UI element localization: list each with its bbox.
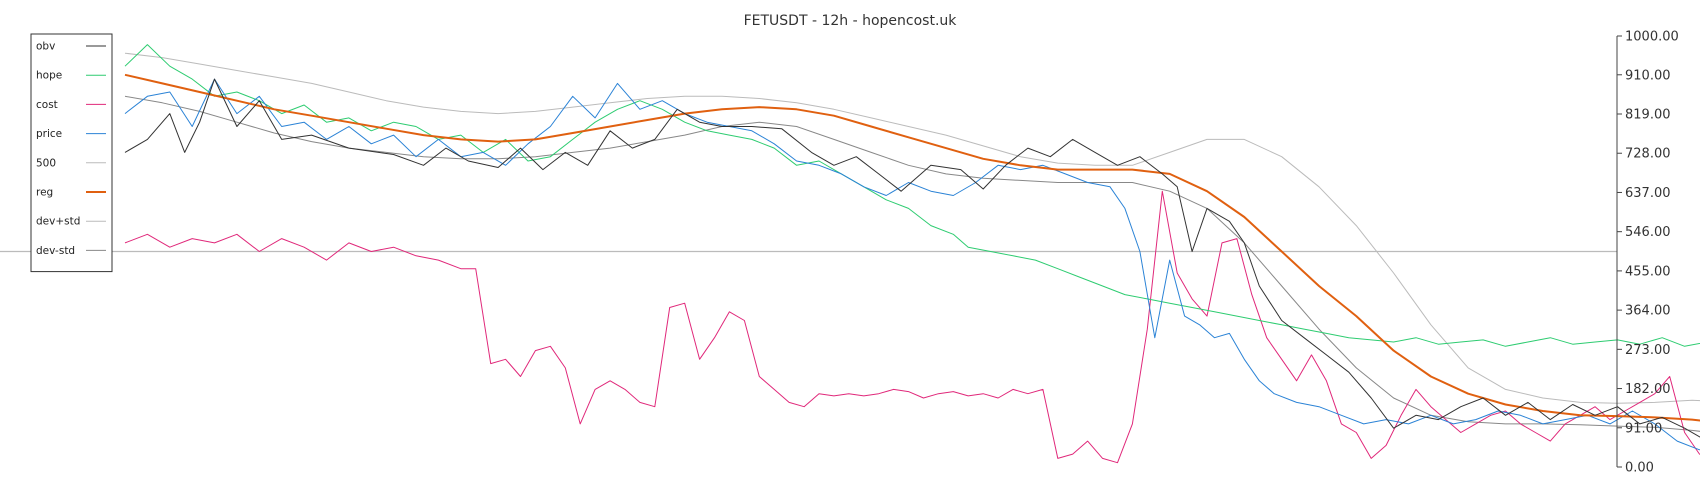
legend-label: dev-std <box>36 245 75 257</box>
y-tick-label: 455.00 <box>1625 264 1671 279</box>
legend-label: cost <box>36 99 58 111</box>
y-tick-label: 91.00 <box>1625 421 1662 436</box>
chart-title: FETUSDT - 12h - hopencost.uk <box>744 13 958 29</box>
legend-label: price <box>36 128 62 140</box>
series-line-reg <box>124 73 1700 422</box>
y-tick-label: 364.00 <box>1625 304 1671 319</box>
y-tick-label: 182.00 <box>1625 382 1671 397</box>
y-tick-label: 546.00 <box>1625 225 1671 240</box>
y-tick-label: 273.00 <box>1625 343 1671 358</box>
series-line-hope <box>124 44 1700 347</box>
series-layer <box>0 44 1700 464</box>
series-line-dev-std <box>124 95 1700 432</box>
legend-box <box>30 33 113 273</box>
y-tick-label: 910.00 <box>1625 68 1671 83</box>
series-line-dev-std <box>124 52 1700 404</box>
y-axis: 1000.00 910.00 819.00 728.00 637.00 546.00 455… <box>1616 30 1679 476</box>
legend-label: reg <box>36 187 53 199</box>
y-tick-label: 637.00 <box>1625 186 1671 201</box>
legend-label: 500 <box>36 157 56 169</box>
series-line-obv <box>124 78 1700 438</box>
y-tick-label: 1000.00 <box>1625 30 1679 45</box>
legend: obv hope cost price 500 reg dev+std dev-std <box>30 33 113 273</box>
legend-label: hope <box>36 70 62 82</box>
series-line-cost <box>124 190 1700 464</box>
y-tick-label: 819.00 <box>1625 108 1671 123</box>
y-tick-label: 728.00 <box>1625 147 1671 162</box>
legend-label: obv <box>36 41 55 53</box>
legend-label: dev+std <box>36 216 80 228</box>
series-line-price <box>124 78 1700 451</box>
y-tick-label: 0.00 <box>1625 461 1654 476</box>
